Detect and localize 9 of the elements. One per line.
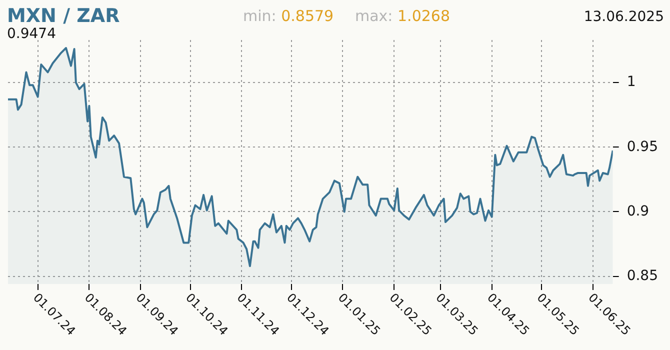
y-tick-label: 0.9 — [626, 203, 650, 220]
y-tick-label: 1 — [626, 74, 636, 90]
y-tick-label: 0.95 — [626, 138, 658, 155]
text: min: 0.8579 — [243, 7, 334, 25]
text: 13.06.2025 — [584, 9, 664, 25]
annotation: 0.9474 — [7, 26, 56, 42]
chart-title: MXN / ZAR — [7, 5, 120, 27]
text: max: 1.0268 — [355, 7, 450, 25]
y-tick-label: 0.85 — [626, 268, 658, 284]
